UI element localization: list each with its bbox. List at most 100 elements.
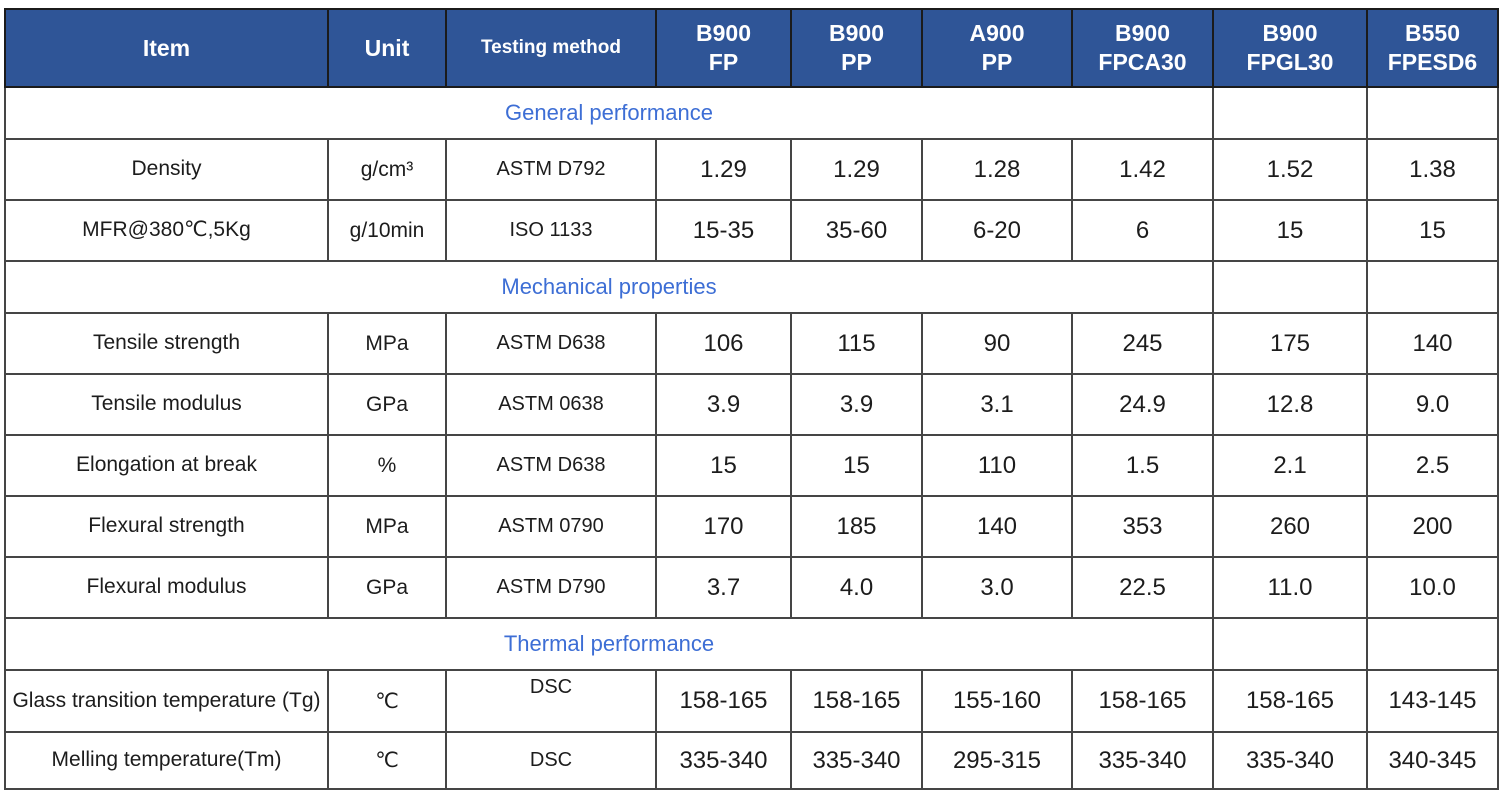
grade-name: B900 [829,20,884,47]
value-cell: 185 [790,495,923,558]
section-title: General performance [4,86,1214,140]
method-cell: ASTM D792 [445,138,657,201]
value-cell: 1.28 [921,138,1073,201]
table-row-mfr: MFR@380℃,5Kg g/10min ISO 1133 15-35 35-6… [4,199,1499,262]
value-cell: 35-60 [790,199,923,262]
properties-table: Item Unit Testing method B900 FP B900 PP… [4,8,1499,790]
method-cell: DSC [445,731,657,790]
column-header-b900-fpgl30: B900 FPGL30 [1212,8,1368,88]
method-cell: ISO 1133 [445,199,657,262]
column-header-testing-method: Testing method [445,8,657,88]
value-cell: 15-35 [655,199,792,262]
value-cell: 3.9 [790,373,923,436]
table-header-row: Item Unit Testing method B900 FP B900 PP… [4,8,1499,88]
method-cell: ASTM 0790 [445,495,657,558]
value-cell: 260 [1212,495,1368,558]
unit-cell: GPa [327,373,447,436]
empty-cell [1366,86,1499,140]
value-cell: 1.5 [1071,434,1214,497]
item-cell: Density [4,138,329,201]
table-row-melting-temperature: Melling temperature(Tm) ℃ DSC 335-340 33… [4,731,1499,790]
value-cell: 3.0 [921,556,1073,619]
grade-suffix: PP [981,49,1013,75]
column-header-b550-fpesd6: B550 FPESD6 [1366,8,1499,88]
item-cell: Elongation at break [4,434,329,497]
value-cell: 24.9 [1071,373,1214,436]
item-cell: Flexural strength [4,495,329,558]
unit-cell: GPa [327,556,447,619]
unit-cell: g/cm³ [327,138,447,201]
empty-cell [1212,617,1368,671]
table-row-tensile-modulus: Tensile modulus GPa ASTM 0638 3.9 3.9 3.… [4,373,1499,436]
column-header-a900-pp: A900 PP [921,8,1073,88]
grade-name: B550 [1405,20,1460,47]
item-cell: Melling temperature(Tm) [4,731,329,790]
empty-cell [1366,260,1499,314]
value-cell: 175 [1212,312,1368,375]
column-header-b900-fp: B900 FP [655,8,792,88]
item-cell: Flexural modulus [4,556,329,619]
value-cell: 3.9 [655,373,792,436]
value-cell: 155-160 [921,669,1073,733]
value-cell: 15 [1212,199,1368,262]
section-row-thermal: Thermal performance [4,617,1499,671]
grade-suffix: FPGL30 [1246,49,1334,75]
value-cell: 1.38 [1366,138,1499,201]
grade-name: B900 [1115,20,1170,47]
value-cell: 15 [1366,199,1499,262]
value-cell: 170 [655,495,792,558]
value-cell: 22.5 [1071,556,1214,619]
value-cell: 245 [1071,312,1214,375]
section-title: Mechanical properties [4,260,1214,314]
value-cell: 110 [921,434,1073,497]
column-header-b900-pp: B900 PP [790,8,923,88]
item-cell: Glass transition temperature (Tg) [4,669,329,733]
unit-cell: MPa [327,495,447,558]
value-cell: 140 [1366,312,1499,375]
table-row-flexural-modulus: Flexural modulus GPa ASTM D790 3.7 4.0 3… [4,556,1499,619]
value-cell: 335-340 [1212,731,1368,790]
value-cell: 1.42 [1071,138,1214,201]
datasheet: Item Unit Testing method B900 FP B900 PP… [4,8,1499,790]
value-cell: 3.1 [921,373,1073,436]
value-cell: 1.52 [1212,138,1368,201]
unit-cell: g/10min [327,199,447,262]
grade-suffix: FPCA30 [1098,49,1187,75]
grade-name: A900 [969,20,1025,47]
value-cell: 158-165 [790,669,923,733]
value-cell: 335-340 [790,731,923,790]
value-cell: 90 [921,312,1073,375]
table-row-tensile-strength: Tensile strength MPa ASTM D638 106 115 9… [4,312,1499,375]
table-row-elongation: Elongation at break % ASTM D638 15 15 11… [4,434,1499,497]
table-row-density: Density g/cm³ ASTM D792 1.29 1.29 1.28 1… [4,138,1499,201]
value-cell: 158-165 [1071,669,1214,733]
value-cell: 3.7 [655,556,792,619]
item-cell: MFR@380℃,5Kg [4,199,329,262]
value-cell: 4.0 [790,556,923,619]
empty-cell [1212,260,1368,314]
method-cell: ASTM D638 [445,434,657,497]
column-header-item: Item [4,8,329,88]
value-cell: 6-20 [921,199,1073,262]
value-cell: 9.0 [1366,373,1499,436]
grade-suffix: FPESD6 [1387,49,1478,75]
column-header-unit: Unit [327,8,447,88]
section-row-general: General performance [4,86,1499,140]
value-cell: 158-165 [655,669,792,733]
empty-cell [1366,617,1499,671]
value-cell: 106 [655,312,792,375]
value-cell: 158-165 [1212,669,1368,733]
value-cell: 2.5 [1366,434,1499,497]
grade-name: B900 [1262,20,1318,47]
value-cell: 143-145 [1366,669,1499,733]
value-cell: 295-315 [921,731,1073,790]
value-cell: 340-345 [1366,731,1499,790]
value-cell: 140 [921,495,1073,558]
empty-cell [1212,86,1368,140]
value-cell: 115 [790,312,923,375]
method-cell: ASTM 0638 [445,373,657,436]
unit-cell: ℃ [327,731,447,790]
item-cell: Tensile modulus [4,373,329,436]
grade-suffix: FP [708,49,739,75]
table-row-glass-transition: Glass transition temperature (Tg) ℃ DSC … [4,669,1499,733]
